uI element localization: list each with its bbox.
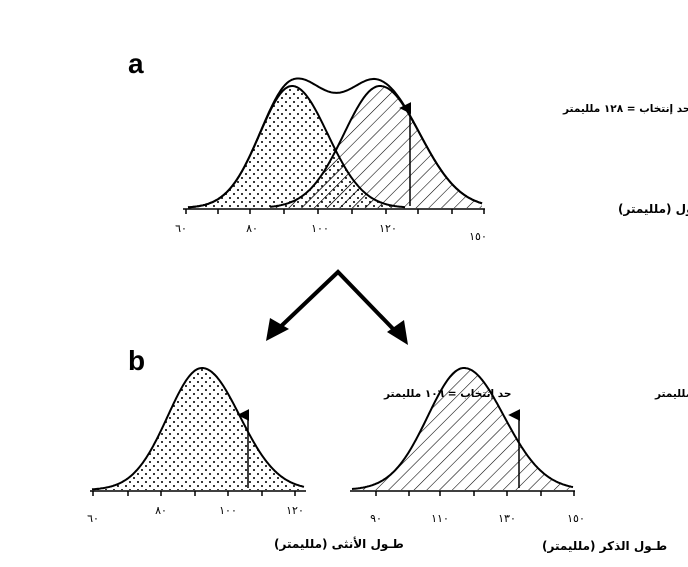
right-arrowhead-icon	[387, 320, 408, 345]
female-panel: ٦٠ ٨٠ ١٠٠ ١٢٠ طـول الأنثى (ملليمتر) حد إ…	[87, 367, 511, 552]
male-distribution-fill	[352, 368, 573, 490]
panel-a: a ٦٠ ٨٠ ١٠٠ ١٢٠ ١٥٠ الطـول (ملليمتر) حد …	[128, 48, 688, 243]
left-arrowhead-icon	[266, 318, 289, 341]
male-distribution-curve	[269, 85, 483, 208]
male-tick-150: ١٥٠	[567, 512, 585, 525]
female-tick-100: ١٠٠	[219, 504, 237, 517]
panel-a-axis-title: الطـول (ملليمتر)	[618, 202, 688, 217]
male-tick-130: ١٣٠	[498, 512, 516, 525]
female-distribution-curve	[91, 367, 305, 491]
male-panel: ٩٠ ١١٠ ١٣٠ ١٥٠ طـول الذكر (ملليمتر) حد إ…	[350, 367, 688, 554]
male-distribution-curve	[351, 367, 574, 490]
female-tick-60: ٦٠	[87, 512, 99, 525]
female-tick-120: ١٢٠	[286, 504, 304, 517]
branch-arrows	[266, 269, 408, 345]
male-axis-title: طـول الذكر (ملليمتر)	[542, 539, 667, 554]
female-axis-title: طـول الأنثى (ملليمتر)	[274, 536, 404, 552]
branch-lines	[274, 269, 401, 337]
panel-a-tick-100: ١٠٠	[311, 222, 329, 235]
male-axis-ticks	[375, 491, 575, 496]
panel-b-letter: b	[128, 345, 145, 376]
panel-a-tick-120: ١٢٠	[379, 222, 397, 235]
panel-a-tick-150: ١٥٠	[469, 230, 487, 243]
male-cutoff-label: حد إنتخاب = ١٣٢ ملليمتر	[654, 388, 688, 400]
panel-b: b ٦٠ ٨٠ ١٠٠ ١٢٠ طـول الأنثى (ملليمتر) حد…	[87, 345, 688, 554]
panel-a-cutoff-label: حد إنتخاب = ١٢٨ ملليمتر	[562, 103, 688, 115]
panel-a-tick-60: ٦٠	[175, 222, 187, 235]
panel-a-letter: a	[128, 48, 144, 79]
female-distribution-curve	[187, 85, 406, 209]
male-tick-90: ٩٠	[370, 512, 382, 525]
female-distribution-fill	[92, 368, 304, 490]
panel-a-ticks	[185, 209, 485, 214]
panel-a-tick-80: ٨٠	[246, 222, 258, 235]
male-tick-110: ١١٠	[431, 512, 449, 525]
female-axis-ticks	[92, 491, 296, 496]
female-tick-80: ٨٠	[155, 504, 167, 517]
